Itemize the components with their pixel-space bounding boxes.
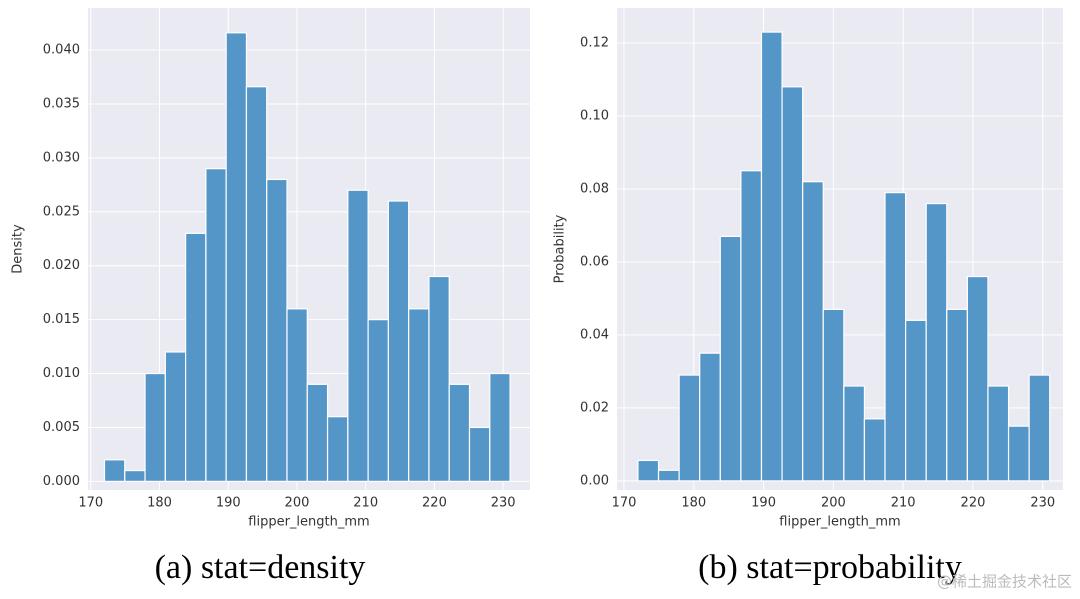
x-tick-label: 220 (422, 496, 447, 511)
x-tick-label: 180 (147, 496, 172, 511)
y-tick-label: 0.00 (580, 473, 609, 488)
bar (678, 374, 701, 482)
x-axis-label: flipper_length_mm (248, 515, 369, 530)
x-tick-label: 200 (285, 496, 310, 511)
bar (905, 319, 927, 482)
bar (637, 459, 660, 482)
bar (822, 308, 845, 482)
bar (925, 202, 948, 482)
bar (266, 178, 288, 482)
bar (286, 308, 308, 482)
y-axis-label: Density (11, 224, 26, 274)
y-tick-label: 0.10 (580, 109, 609, 124)
bar (740, 170, 763, 482)
bar (946, 308, 968, 482)
bar (185, 232, 207, 482)
bar (987, 385, 1010, 482)
bar (205, 168, 227, 482)
x-tick-label: 210 (353, 496, 378, 511)
bar (326, 416, 349, 482)
x-tick-label: 190 (216, 496, 241, 511)
bar (1028, 374, 1051, 482)
y-tick-label: 0.015 (43, 312, 80, 327)
bar (719, 235, 742, 482)
watermark: @稀土掘金技术社区 (937, 573, 1072, 591)
bar (657, 469, 680, 482)
x-tick-label: 230 (1030, 496, 1055, 511)
y-tick-label: 0.02 (580, 400, 609, 415)
bar (164, 351, 187, 482)
caption: (a) stat=density (155, 549, 366, 586)
y-tick-label: 0.08 (580, 181, 609, 196)
bar (760, 31, 783, 482)
y-axis-label: Probability (553, 214, 568, 283)
bar (699, 352, 721, 482)
x-tick-label: 180 (681, 496, 706, 511)
chart: 0.00 0.02 0.04 0.06 0.08 0.10 0.12 170 180 190 200… (553, 8, 1063, 586)
bar (966, 275, 989, 482)
y-tick-label: 0.000 (43, 474, 80, 489)
x-axis-label: flipper_length_mm (779, 515, 900, 530)
y-tick-label: 0.030 (43, 150, 80, 165)
bar (1007, 425, 1030, 482)
chart: 0.000 0.005 0.010 0.015 0.020 0.025 0.030 0.035… (11, 8, 530, 586)
bar (781, 86, 804, 482)
bar (124, 469, 146, 482)
y-tick-label: 0.035 (43, 96, 80, 111)
caption: (b) stat=probability (698, 549, 962, 586)
bar (347, 189, 369, 482)
x-tick-label: 190 (751, 496, 776, 511)
y-tick-label: 0.12 (580, 36, 609, 51)
bar (103, 459, 126, 482)
x-tick-label: 210 (891, 496, 916, 511)
x-tick-label: 200 (821, 496, 846, 511)
x-tick-label: 170 (612, 496, 637, 511)
y-tick-label: 0.005 (43, 420, 80, 435)
bar (245, 86, 268, 482)
bar (144, 372, 166, 482)
bar (863, 418, 886, 482)
bar (489, 372, 511, 482)
bar (843, 385, 866, 482)
bar (306, 383, 329, 482)
bar (225, 32, 248, 482)
bar (387, 200, 410, 482)
bar (802, 181, 824, 482)
x-tick-label: 170 (78, 496, 103, 511)
y-tick-label: 0.025 (43, 204, 80, 219)
y-tick-label: 0.04 (580, 327, 609, 342)
y-tick-label: 0.040 (43, 43, 80, 58)
bar (408, 308, 430, 482)
bar (367, 319, 389, 482)
x-tick-label: 230 (491, 496, 516, 511)
y-tick-label: 0.010 (43, 366, 80, 381)
y-tick-label: 0.020 (43, 258, 80, 273)
bar (428, 275, 450, 482)
y-tick-label: 0.06 (580, 254, 609, 269)
x-tick-label: 220 (961, 496, 986, 511)
bar (884, 192, 907, 482)
bar (448, 383, 471, 482)
bar (468, 426, 491, 482)
